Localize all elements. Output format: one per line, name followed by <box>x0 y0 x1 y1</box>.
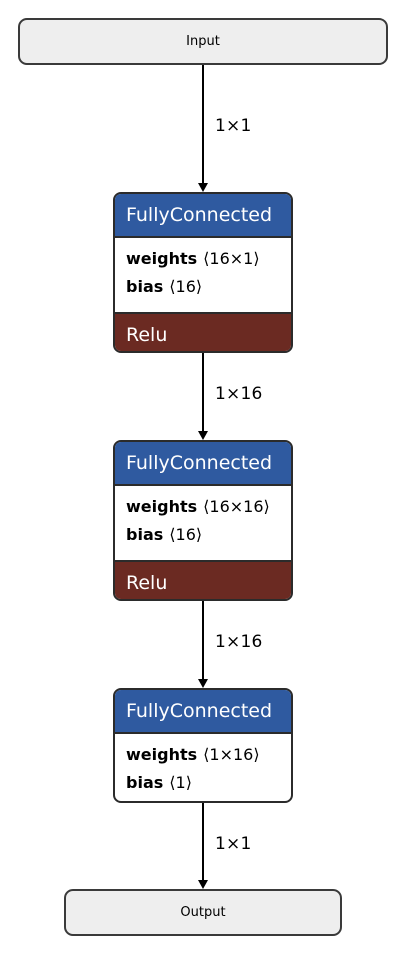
bias-shape: ⟨16⟩ <box>169 276 203 296</box>
bias-attr-name: bias <box>126 772 164 792</box>
edge-fc3-to-output <box>202 803 204 881</box>
layer-title: FullyConnected <box>115 690 291 734</box>
weights-attr-name: weights <box>126 248 198 268</box>
fully-connected-node-2[interactable]: FullyConnected weights ⟨16×16⟩ bias ⟨16⟩… <box>113 440 293 601</box>
input-node[interactable]: Input <box>18 18 388 65</box>
output-node[interactable]: Output <box>64 889 342 936</box>
edge-label-fc3-to-output: 1×1 <box>215 834 252 854</box>
relu-activation: Relu <box>115 560 291 599</box>
weights-shape: ⟨16×1⟩ <box>203 248 260 268</box>
bias-shape: ⟨1⟩ <box>169 772 192 792</box>
arrowhead-icon <box>198 679 208 688</box>
bias-attribute: bias ⟨16⟩ <box>115 272 291 300</box>
edge-fc2-to-fc3 <box>202 601 204 680</box>
weights-shape: ⟨1×16⟩ <box>203 744 260 764</box>
edge-label-fc2-to-fc3: 1×16 <box>215 632 263 652</box>
weights-attr-name: weights <box>126 496 198 516</box>
relu-activation: Relu <box>115 312 291 351</box>
fully-connected-node-3[interactable]: FullyConnected weights ⟨1×16⟩ bias ⟨1⟩ <box>113 688 293 803</box>
layer-title: FullyConnected <box>115 442 291 486</box>
bias-attr-name: bias <box>126 524 164 544</box>
arrowhead-icon <box>198 880 208 889</box>
weights-attribute: weights ⟨16×16⟩ <box>115 492 291 520</box>
bias-shape: ⟨16⟩ <box>169 524 203 544</box>
edge-label-input-to-fc1: 1×1 <box>215 116 252 136</box>
input-label: Input <box>186 34 220 49</box>
fully-connected-node-1[interactable]: FullyConnected weights ⟨16×1⟩ bias ⟨16⟩ … <box>113 192 293 353</box>
weights-shape: ⟨16×16⟩ <box>203 496 270 516</box>
layer-title: FullyConnected <box>115 194 291 238</box>
edge-fc1-to-fc2 <box>202 353 204 432</box>
bias-attr-name: bias <box>126 276 164 296</box>
edge-label-fc1-to-fc2: 1×16 <box>215 384 263 404</box>
arrowhead-icon <box>198 183 208 192</box>
arrowhead-icon <box>198 431 208 440</box>
weights-attribute: weights ⟨16×1⟩ <box>115 244 291 272</box>
output-label: Output <box>180 905 226 920</box>
weights-attribute: weights ⟨1×16⟩ <box>115 740 291 768</box>
bias-attribute: bias ⟨1⟩ <box>115 768 291 796</box>
bias-attribute: bias ⟨16⟩ <box>115 520 291 548</box>
edge-input-to-fc1 <box>202 65 204 184</box>
weights-attr-name: weights <box>126 744 198 764</box>
